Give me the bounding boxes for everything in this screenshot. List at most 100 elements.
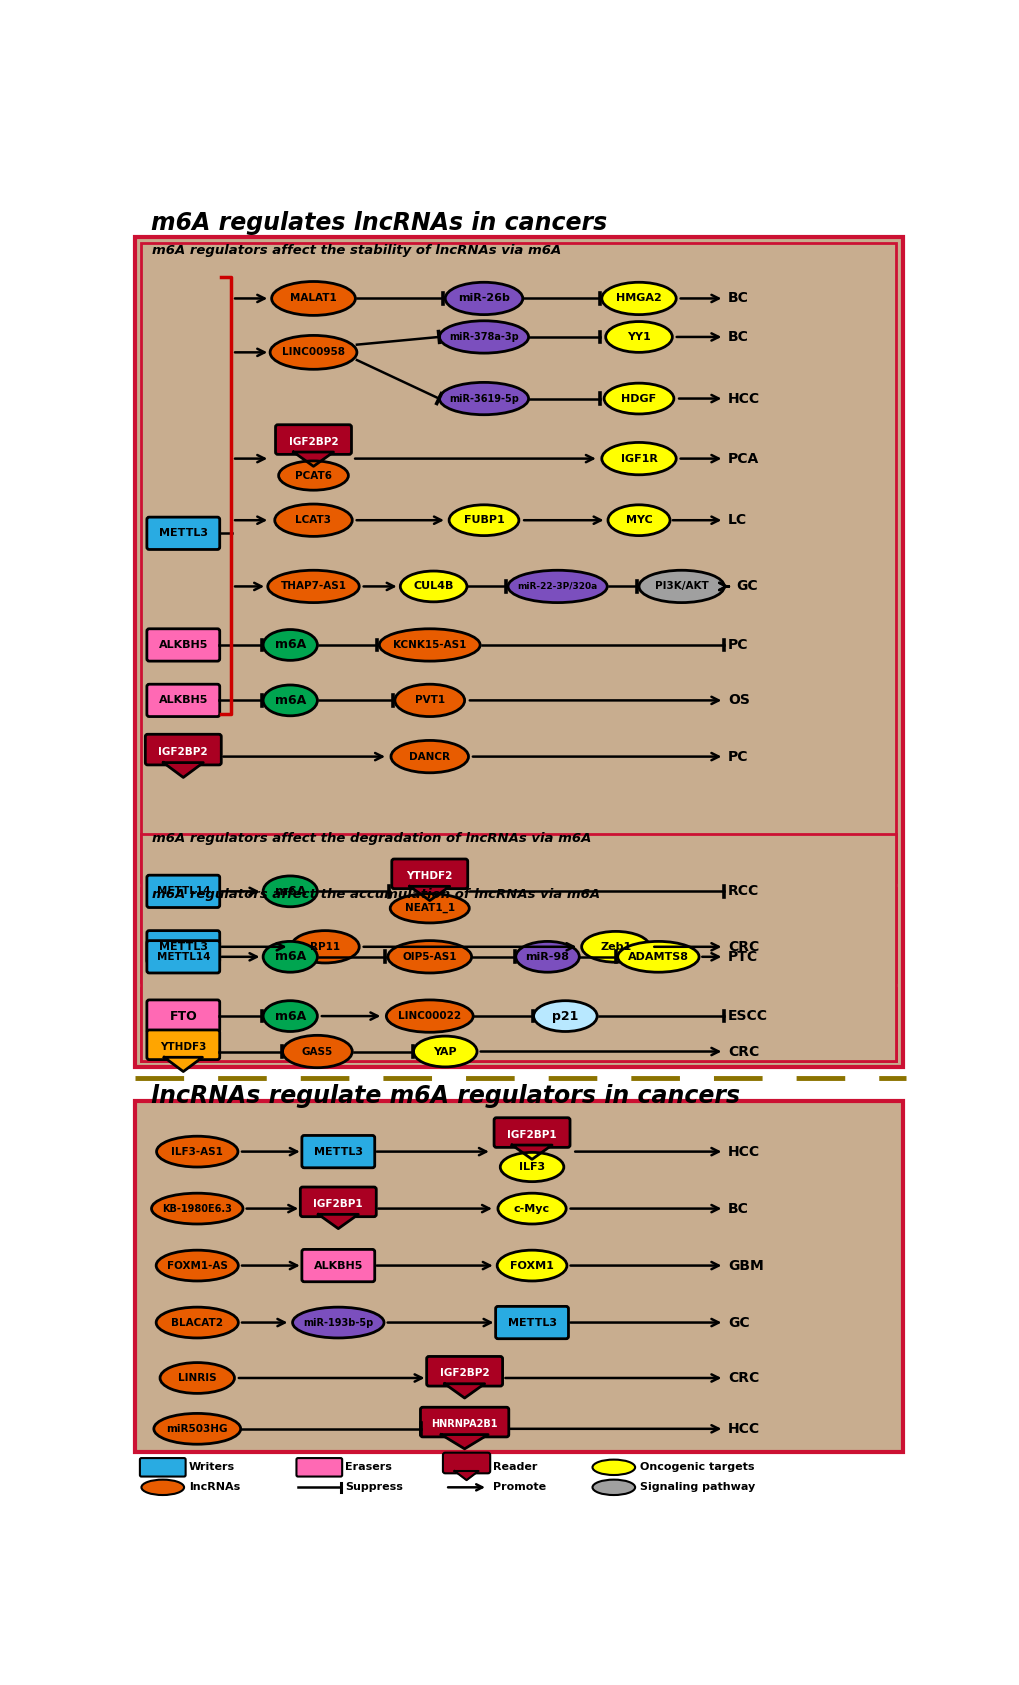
- Polygon shape: [444, 1383, 484, 1399]
- Text: GC: GC: [735, 580, 757, 593]
- Ellipse shape: [156, 1136, 237, 1168]
- Ellipse shape: [271, 281, 355, 315]
- Ellipse shape: [497, 1193, 566, 1223]
- FancyBboxPatch shape: [426, 1356, 502, 1387]
- Text: m6A regulators affect the stability of lncRNAs via m6A: m6A regulators affect the stability of l…: [152, 244, 561, 258]
- FancyBboxPatch shape: [147, 930, 219, 962]
- Text: PCA: PCA: [728, 452, 758, 465]
- FancyBboxPatch shape: [147, 684, 219, 716]
- Ellipse shape: [278, 462, 348, 490]
- Text: miR-98: miR-98: [525, 952, 569, 962]
- Ellipse shape: [601, 283, 676, 315]
- FancyBboxPatch shape: [493, 1117, 570, 1147]
- Text: m6A: m6A: [274, 950, 306, 964]
- Text: CRC: CRC: [728, 940, 758, 954]
- Text: OS: OS: [728, 694, 749, 708]
- Ellipse shape: [638, 570, 723, 603]
- Text: DANCR: DANCR: [409, 752, 449, 762]
- Polygon shape: [454, 1471, 478, 1479]
- Text: YTHDF2: YTHDF2: [407, 871, 452, 881]
- Ellipse shape: [581, 932, 649, 962]
- Text: PC: PC: [728, 639, 748, 652]
- Polygon shape: [164, 1056, 202, 1072]
- FancyBboxPatch shape: [297, 1458, 341, 1476]
- Text: IGF2BP2: IGF2BP2: [158, 746, 208, 757]
- Ellipse shape: [496, 1250, 567, 1281]
- FancyBboxPatch shape: [300, 1186, 376, 1217]
- Ellipse shape: [292, 1308, 383, 1338]
- Text: METTL3: METTL3: [159, 942, 208, 952]
- Ellipse shape: [448, 506, 519, 536]
- Text: BC: BC: [728, 330, 748, 344]
- FancyBboxPatch shape: [302, 1249, 374, 1282]
- FancyBboxPatch shape: [147, 629, 219, 661]
- Text: IGF2BP2: IGF2BP2: [288, 436, 338, 447]
- Ellipse shape: [263, 942, 317, 972]
- Ellipse shape: [152, 1193, 243, 1223]
- FancyBboxPatch shape: [420, 1407, 508, 1437]
- Text: LC: LC: [728, 514, 747, 527]
- Text: PVT1: PVT1: [415, 696, 444, 706]
- Text: m6A: m6A: [274, 694, 306, 708]
- FancyBboxPatch shape: [302, 1136, 374, 1168]
- Text: Signaling pathway: Signaling pathway: [639, 1483, 754, 1493]
- Text: Reader: Reader: [492, 1463, 536, 1473]
- Text: IGF1R: IGF1R: [620, 453, 657, 463]
- Ellipse shape: [386, 999, 473, 1033]
- Text: PI3K/AKT: PI3K/AKT: [654, 581, 708, 591]
- Ellipse shape: [390, 893, 469, 923]
- Ellipse shape: [142, 1479, 183, 1495]
- Text: ALKBH5: ALKBH5: [159, 640, 208, 650]
- Text: CUL4B: CUL4B: [413, 581, 453, 591]
- Text: BLACAT2: BLACAT2: [171, 1318, 223, 1328]
- FancyBboxPatch shape: [391, 859, 468, 888]
- Text: HDGF: HDGF: [621, 394, 656, 403]
- Text: IGF2BP2: IGF2BP2: [439, 1368, 489, 1378]
- Polygon shape: [410, 886, 449, 900]
- Text: ILF3: ILF3: [519, 1163, 544, 1173]
- Text: ALKBH5: ALKBH5: [159, 696, 208, 706]
- Text: miR503HG: miR503HG: [166, 1424, 228, 1434]
- Text: GAS5: GAS5: [302, 1046, 332, 1056]
- FancyBboxPatch shape: [142, 888, 896, 982]
- FancyBboxPatch shape: [275, 425, 352, 455]
- Text: m6A regulates lncRNAs in cancers: m6A regulates lncRNAs in cancers: [151, 211, 606, 234]
- Ellipse shape: [499, 1153, 564, 1181]
- FancyBboxPatch shape: [147, 999, 219, 1033]
- Polygon shape: [163, 763, 203, 777]
- Polygon shape: [512, 1146, 551, 1159]
- Text: GC: GC: [728, 1316, 749, 1329]
- Ellipse shape: [390, 740, 468, 773]
- Text: m6A: m6A: [274, 1009, 306, 1023]
- Text: METTL3: METTL3: [507, 1318, 556, 1328]
- Text: Erasers: Erasers: [345, 1463, 391, 1473]
- Ellipse shape: [270, 335, 357, 369]
- Polygon shape: [318, 1215, 358, 1228]
- Ellipse shape: [439, 382, 528, 415]
- FancyBboxPatch shape: [147, 875, 219, 908]
- Ellipse shape: [533, 1001, 596, 1031]
- Text: Oncogenic targets: Oncogenic targets: [639, 1463, 753, 1473]
- Ellipse shape: [601, 443, 676, 475]
- Ellipse shape: [156, 1308, 238, 1338]
- Text: miR-378a-3p: miR-378a-3p: [448, 332, 519, 342]
- Ellipse shape: [618, 942, 698, 972]
- Text: YY1: YY1: [627, 332, 650, 342]
- Text: Zeb1: Zeb1: [599, 942, 631, 952]
- Text: LINRIS: LINRIS: [177, 1373, 216, 1383]
- Text: FOXM1-AS: FOXM1-AS: [167, 1260, 227, 1270]
- Text: HCC: HCC: [728, 1422, 759, 1436]
- FancyBboxPatch shape: [136, 238, 902, 1067]
- Text: miR-193b-5p: miR-193b-5p: [303, 1318, 373, 1328]
- Text: c-Myc: c-Myc: [514, 1203, 549, 1213]
- FancyBboxPatch shape: [142, 834, 896, 1062]
- FancyBboxPatch shape: [142, 243, 896, 883]
- Ellipse shape: [379, 629, 480, 661]
- Text: RP11: RP11: [310, 942, 340, 952]
- Text: Suppress: Suppress: [345, 1483, 403, 1493]
- FancyBboxPatch shape: [147, 517, 219, 549]
- Text: lncRNAs regulate m6A regulators in cancers: lncRNAs regulate m6A regulators in cance…: [151, 1083, 739, 1109]
- Text: GBM: GBM: [728, 1259, 763, 1272]
- Ellipse shape: [605, 322, 672, 352]
- Text: m6A: m6A: [274, 885, 306, 898]
